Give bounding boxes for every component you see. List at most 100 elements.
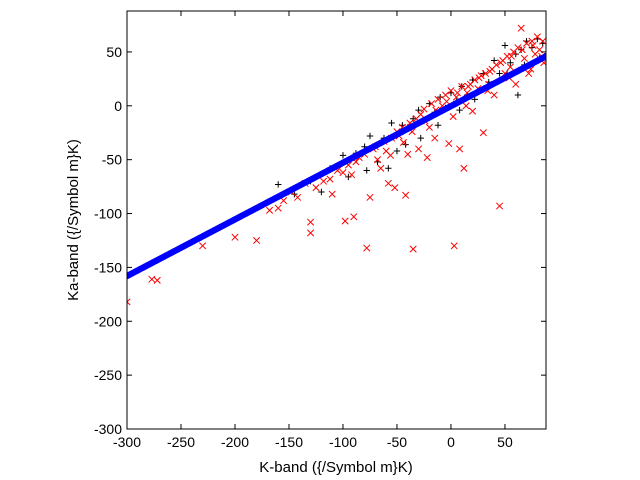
cross-marker	[529, 41, 537, 50]
cross-marker	[294, 193, 302, 201]
cross-marker	[312, 184, 320, 192]
x-axis-label: K-band ({/Symbol m}K)	[259, 459, 412, 476]
cross-marker	[399, 138, 408, 146]
cross-marker	[423, 153, 431, 162]
cross-marker	[464, 82, 472, 90]
x-axis: -300 -250 -200 -150 -100 -50 0 50	[113, 11, 513, 450]
cross-marker	[391, 184, 399, 192]
plus-marker	[291, 190, 298, 198]
plus-marker	[366, 132, 374, 140]
x-tick-label: -300	[113, 434, 141, 450]
cross-marker	[326, 175, 334, 183]
cross-marker	[492, 61, 500, 69]
cross-marker	[458, 82, 466, 90]
plus-marker	[528, 44, 536, 51]
cross-marker	[148, 275, 156, 283]
y-tick-label: 50	[106, 44, 122, 60]
y-tick-label: -50	[102, 152, 122, 168]
plus-marker	[507, 59, 514, 66]
y-tick-label: -250	[94, 367, 122, 383]
cross-marker	[514, 44, 522, 52]
cross-marker	[377, 164, 385, 172]
plot-frame	[126, 10, 547, 430]
cross-marker	[404, 150, 412, 158]
cross-marker	[431, 134, 439, 142]
plus-marker	[517, 46, 525, 53]
cross-marker	[442, 91, 450, 99]
y-axis-label: Ka-band ({/Symbol m}K)	[65, 139, 82, 301]
cross-marker	[253, 236, 261, 245]
cross-marker	[427, 100, 436, 108]
cross-marker	[525, 69, 533, 78]
cross-marker	[447, 87, 455, 95]
cross-marker	[363, 244, 371, 252]
y-axis: -300 -250 -200 -150 -100 -50 0 50	[94, 44, 546, 437]
cross-marker	[350, 213, 358, 221]
cross-marker	[341, 217, 349, 225]
cross-marker	[520, 54, 528, 62]
cross-marker	[450, 242, 458, 250]
cross-marker	[449, 113, 457, 121]
cross-marker	[481, 69, 490, 78]
cross-marker	[533, 33, 541, 41]
cross-marker	[475, 74, 483, 82]
cross-marker	[443, 97, 451, 106]
cross-marker	[486, 67, 494, 75]
cross-marker	[384, 179, 392, 187]
cross-marker	[307, 218, 315, 226]
cross-marker	[417, 110, 425, 118]
cross-marker	[453, 89, 462, 97]
cross-marker	[409, 245, 417, 253]
plus-marker	[409, 115, 417, 122]
y-tick-label: -150	[94, 259, 122, 275]
y-tick-label: 0	[114, 98, 122, 114]
x-tick-label: -150	[275, 434, 303, 450]
x-tick-label: 0	[447, 434, 455, 450]
cross-marker	[471, 76, 479, 84]
y-tick-label: -200	[94, 313, 122, 329]
plus-marker	[345, 173, 352, 181]
cross-marker	[274, 204, 282, 212]
fit-line-point	[542, 53, 546, 60]
cross-marker	[517, 24, 525, 32]
cross-marker	[518, 46, 526, 54]
cross-marker	[319, 177, 328, 185]
cross-marker	[506, 63, 514, 71]
cross-marker	[434, 95, 442, 103]
cross-marker	[462, 102, 470, 110]
cross-marker	[496, 202, 504, 210]
x-tick-label: -100	[329, 434, 357, 450]
cross-marker	[456, 145, 464, 153]
plus-marker	[501, 42, 509, 49]
cross-marker	[366, 193, 374, 201]
cross-marker	[153, 276, 161, 284]
x-tick-label: -50	[387, 434, 407, 450]
y-tick-label: -100	[94, 206, 122, 222]
plus-marker	[339, 152, 347, 159]
cross-marker	[402, 191, 410, 199]
cross-marker	[507, 52, 515, 60]
series-layer	[127, 24, 546, 429]
x-tick-label: -200	[221, 434, 249, 450]
cross-marker	[539, 37, 546, 45]
cross-marker	[265, 206, 274, 214]
plus-marker	[496, 70, 503, 77]
cross-marker	[373, 156, 382, 164]
cross-marker	[420, 105, 428, 113]
plus-marker	[393, 147, 401, 155]
plus-marker	[456, 106, 463, 114]
x-tick-label: 50	[497, 434, 513, 450]
cross-marker	[339, 169, 347, 177]
y-tick-label: -300	[94, 421, 122, 437]
cross-marker	[348, 171, 356, 179]
cross-marker	[415, 145, 423, 153]
cross-marker	[523, 39, 531, 47]
plus-marker	[417, 134, 424, 142]
cross-marker	[469, 107, 477, 115]
cross-marker	[479, 129, 487, 137]
cross-marker	[328, 190, 336, 198]
cross-marker	[512, 80, 520, 88]
plus-marker	[318, 188, 325, 196]
cross-marker	[199, 242, 207, 250]
